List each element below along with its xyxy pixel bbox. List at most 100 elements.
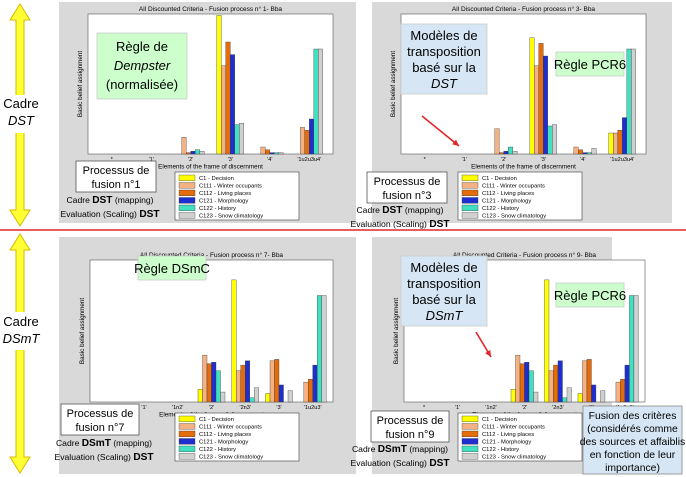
process-box-7-eval-part: DST (133, 452, 154, 463)
legend-2: C1 - Decision C111 - Winter occupantsC112… (457, 171, 583, 221)
bar (274, 152, 279, 155)
bar (211, 362, 217, 403)
legend-swatch (178, 204, 196, 211)
legend-label: C121 - Morphology (482, 440, 531, 446)
legend-label: C1 - Decision (199, 417, 234, 423)
x-tick-label: '1' (149, 157, 154, 163)
bar (317, 295, 322, 403)
legend-label: C122 - History (199, 206, 236, 212)
legend-swatch (178, 423, 196, 430)
bar (566, 387, 572, 403)
legend-label: C121 - Morphology (482, 199, 531, 205)
x-tick-label: '4' (267, 157, 272, 163)
chart-title: All Discounted Criteria - Fusion process… (453, 251, 597, 259)
bar (234, 124, 240, 155)
legend-box (457, 412, 583, 462)
frame-label-dst-line2: DST (8, 113, 35, 128)
bar (577, 393, 583, 403)
bar (622, 117, 627, 155)
fusion-note-line: Fusion des critères (589, 411, 677, 422)
bar (578, 149, 583, 155)
process-box-7-cadre-part: DSmT (82, 438, 112, 449)
process-box-1-eval: Evaluation (Scaling) DST (60, 209, 160, 220)
x-tick-label: '2' (522, 405, 527, 411)
fusion-note-line: des sources et affaiblis (580, 437, 686, 448)
x-tick-label: '3' (228, 157, 233, 163)
x-tick-label: '2n3' (240, 405, 251, 411)
bar (195, 149, 200, 155)
process-box-9-line1: Processus de (377, 415, 444, 427)
bar (548, 370, 554, 403)
bar (543, 55, 548, 155)
bar (309, 118, 314, 155)
bar (524, 362, 530, 403)
bar (547, 125, 553, 155)
process-box-1-eval-part: Evaluation (Scaling) (60, 209, 139, 219)
bar (221, 65, 226, 155)
bar (220, 391, 226, 403)
bar (633, 295, 639, 403)
red-arrow-dsmt-head (485, 350, 491, 357)
process-box-9-cadre-part: DSmT (378, 444, 408, 455)
legend-swatch (461, 430, 479, 437)
legend-label: C123 - Snow climatology (482, 455, 546, 461)
process-box-7-cadre: Cadre DSmT (mapping) (56, 438, 152, 449)
x-tick-label: '4' (580, 157, 585, 163)
bar (206, 363, 212, 403)
process-box-3-eval: Evaluation (Scaling) DST (350, 219, 450, 230)
legend-swatch (461, 174, 479, 181)
process-box-3-eval-part: Evaluation (Scaling) (350, 219, 429, 229)
bar (529, 37, 535, 155)
bar (249, 397, 255, 403)
rule-label-pcr6: Règle PCR6 (554, 57, 626, 72)
bar (216, 15, 222, 155)
chart-title: All Discounted Criteria - Fusion process… (140, 251, 284, 259)
bar (562, 397, 568, 403)
bar (190, 151, 196, 155)
bar (181, 137, 187, 155)
chart-title: All Discounted Criteria - Fusion process… (452, 5, 596, 13)
x-tick-label: '1' (455, 405, 460, 411)
legend-label: C123 - Snow climatology (199, 214, 263, 220)
model-box-dsmt-line4: DSmT (426, 308, 464, 323)
process-box-1-line1: Processus de (83, 165, 150, 177)
legend-label: C1 - Decision (199, 176, 234, 182)
legend-box (457, 171, 583, 221)
x-tick-label: '2' (501, 157, 506, 163)
process-box-7-eval: Evaluation (Scaling) DST (54, 452, 154, 463)
model-box-dsmt (400, 255, 488, 327)
process-box-3-line2: fusion n°3 (382, 190, 431, 202)
bar (629, 295, 635, 403)
bar (624, 364, 630, 403)
x-tick-label: * (424, 157, 427, 163)
bar (199, 151, 205, 155)
process-box-3-cadre-part: DST (382, 205, 403, 216)
bar (239, 123, 244, 155)
bar (308, 379, 313, 403)
bar (557, 360, 563, 403)
legend-label: C112 - Living places (199, 432, 251, 438)
legend-swatch (178, 415, 196, 422)
legend-4: C1 - Decision C111 - Winter occupantsC112… (457, 412, 583, 462)
y-axis-label: Basic belief assignment (393, 298, 400, 364)
process-box-1-eval-part: DST (139, 209, 160, 220)
bar (512, 151, 518, 155)
bar (265, 149, 270, 155)
bar (510, 389, 516, 403)
legend-swatch (461, 453, 479, 460)
red-arrow-dst (421, 115, 460, 147)
bar (318, 48, 323, 155)
process-box-9 (370, 410, 450, 443)
process-box-9-eval-part: Evaluation (Scaling) (350, 458, 429, 468)
legend-label: C122 - History (482, 447, 519, 453)
x-tick-label: * (423, 405, 426, 411)
bar (553, 364, 559, 403)
process-box-9-eval-part: DST (429, 458, 450, 469)
bar (591, 384, 597, 403)
fusion-note-line: en fonction de leur (590, 450, 676, 461)
legend-swatch (178, 212, 196, 219)
bar (236, 370, 241, 403)
model-box-dst-line4: DST (431, 76, 458, 91)
bar (503, 151, 509, 155)
process-box-7-line1: Processus de (67, 408, 134, 420)
